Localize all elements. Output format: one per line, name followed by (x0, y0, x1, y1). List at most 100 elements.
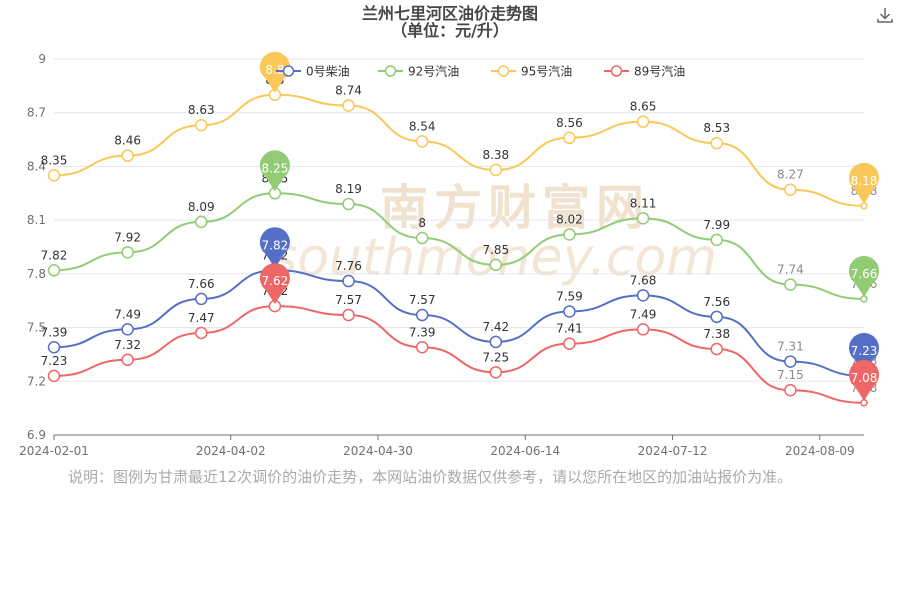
data-point (489, 163, 503, 177)
data-point (563, 305, 576, 318)
pin-marker: 8.25 (259, 150, 290, 192)
data-point (784, 278, 797, 291)
data-label: 7.41 (556, 322, 583, 336)
data-label: 7.82 (41, 248, 68, 262)
data-label: 8 (418, 216, 426, 230)
series-line (53, 192, 865, 300)
y-tick-label: 8.7 (27, 106, 46, 120)
data-point (121, 323, 134, 336)
data-label: 7.31 (777, 340, 804, 354)
legend-item[interactable]: 0号柴油 (276, 65, 350, 79)
data-point (47, 264, 61, 277)
pin-shape (259, 227, 290, 269)
pin-marker: 7.08 (849, 359, 880, 401)
data-point (342, 274, 355, 288)
data-point (710, 233, 723, 247)
data-label: 8.19 (335, 182, 362, 196)
pin-shape (849, 332, 880, 374)
data-point (342, 308, 355, 322)
data-label: 8.11 (630, 196, 657, 210)
data-label: 8.35 (41, 153, 68, 167)
data-point (784, 383, 797, 397)
chart-note: 说明：图例为甘肃最近12次调价的油价走势，本网站油价数据仅供参考，请以您所在地区… (68, 468, 793, 486)
pin-marker: 8.8 (259, 51, 290, 93)
data-point (489, 258, 503, 272)
legend-marker (282, 65, 295, 77)
y-tick-label: 9 (38, 52, 46, 66)
data-point (195, 118, 208, 132)
data-label: 7.42 (482, 320, 509, 334)
data-label: 7.39 (41, 325, 68, 339)
data-point (415, 341, 429, 354)
pin-label: 7.82 (262, 238, 289, 252)
chart-subtitle: （单位：元/升） (391, 21, 509, 40)
legend-item[interactable]: 95号汽油 (491, 64, 572, 79)
pin-shape (259, 150, 290, 192)
pin-marker: 7.23 (849, 332, 880, 374)
data-point (195, 326, 208, 340)
download-icon[interactable] (876, 6, 894, 24)
data-point (563, 337, 576, 350)
pin-shape (849, 255, 880, 297)
data-label: 7.68 (630, 273, 657, 287)
data-label: 7.49 (630, 307, 657, 321)
legend-marker (497, 65, 510, 77)
legend-label: 89号汽油 (634, 64, 685, 79)
pin-marker-layer: 7.82 7.23 8.25 7.66 8.8 8.18 7.62 7.08 (259, 51, 880, 401)
y-tick-label: 8.1 (27, 213, 46, 227)
x-tick-label: 2024-04-30 (343, 444, 413, 458)
data-point (636, 323, 650, 336)
x-tick-label: 2024-08-09 (785, 444, 855, 458)
legend-item[interactable]: 92号汽油 (378, 64, 459, 79)
pin-shape (849, 162, 879, 204)
data-point (784, 183, 797, 196)
data-point (710, 136, 723, 150)
y-tick-label: 8.4 (27, 159, 46, 173)
y-tick-label: 7.2 (27, 374, 46, 388)
y-tick-label: 7.5 (27, 321, 46, 335)
pin-label: 7.66 (851, 267, 878, 281)
series-layer (47, 88, 868, 407)
data-label: 7.49 (114, 307, 141, 321)
data-point (784, 355, 797, 368)
data-label: 8.63 (188, 103, 215, 117)
data-point (47, 341, 61, 354)
data-label: 7.92 (114, 230, 141, 244)
data-point (121, 149, 134, 162)
pin-marker: 8.18 (849, 162, 879, 204)
data-label: 7.57 (335, 293, 362, 307)
data-label: 7.47 (188, 311, 215, 325)
pin-label: 8.18 (851, 174, 878, 188)
pin-shape (259, 263, 290, 305)
legend-label: 0号柴油 (306, 65, 350, 79)
legend-label: 92号汽油 (408, 64, 459, 79)
pin-label: 8.8 (265, 63, 284, 77)
data-point (121, 246, 134, 259)
data-label: 7.56 (703, 295, 730, 309)
data-label: 8.74 (335, 84, 362, 98)
data-label: 7.85 (482, 243, 509, 257)
legend[interactable]: 0号柴油 92号汽油 95号汽油 89号汽油 (276, 64, 685, 79)
x-tick-label: 2024-07-12 (638, 444, 708, 458)
legend-item[interactable]: 89号汽油 (604, 64, 685, 79)
series-line (53, 305, 865, 404)
data-point (415, 308, 429, 322)
data-label: 7.99 (703, 218, 730, 232)
y-tick-label: 7.8 (27, 267, 46, 281)
legend-marker (610, 65, 623, 77)
data-point (415, 231, 429, 245)
data-point (195, 292, 208, 306)
pin-shape (259, 51, 290, 93)
data-point (121, 353, 134, 367)
data-label: 7.74 (777, 263, 804, 277)
data-point (415, 135, 429, 148)
data-point (710, 310, 723, 324)
data-label: 8.53 (703, 121, 730, 135)
x-tick-label: 2024-02-01 (19, 444, 89, 458)
data-label-layer: 7.39 7.49 7.66 7.82 7.76 7.57 7.42 7.59 7.68 7.56… (41, 73, 878, 395)
series-line (53, 269, 865, 377)
data-point (636, 115, 650, 128)
data-label: 7.76 (335, 259, 362, 273)
x-tick-label: 2024-04-02 (196, 444, 266, 458)
pin-shape (849, 359, 880, 401)
